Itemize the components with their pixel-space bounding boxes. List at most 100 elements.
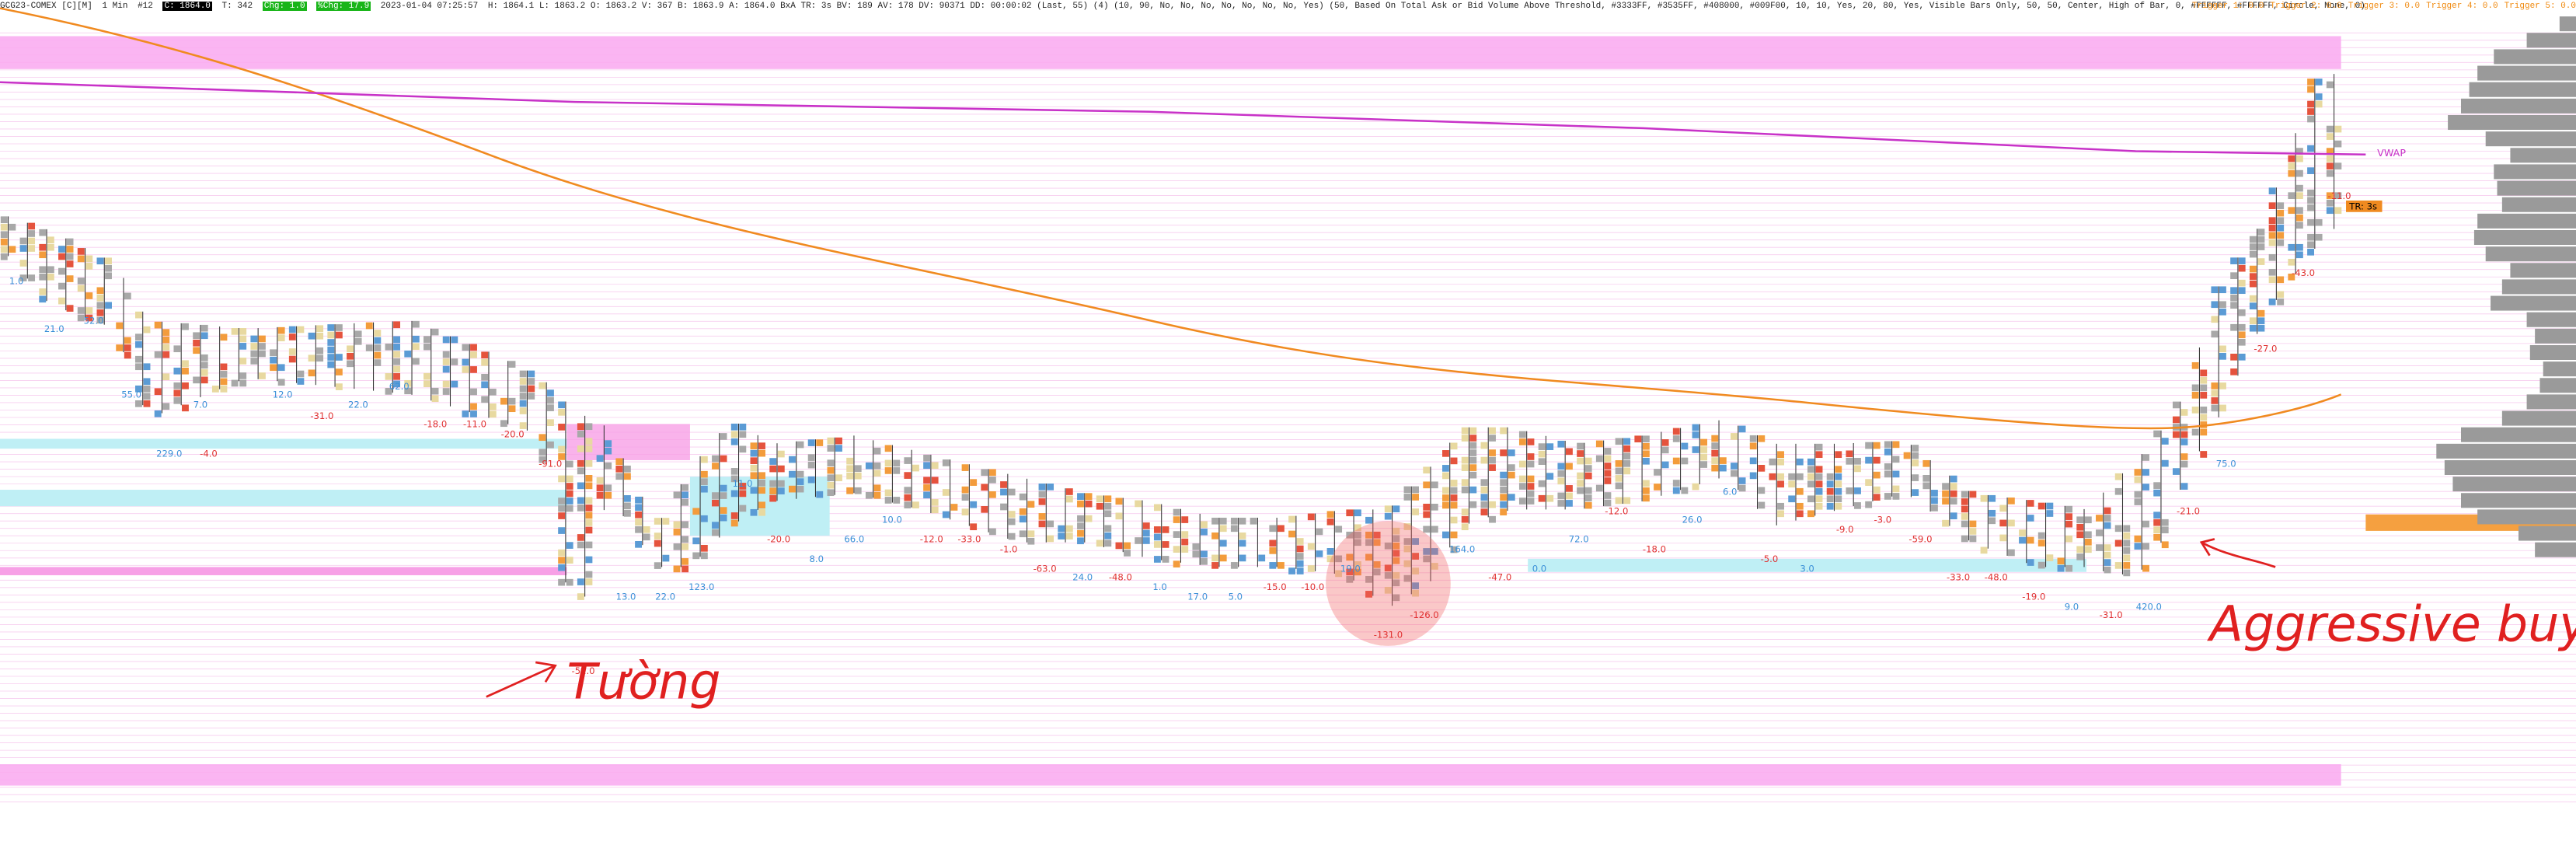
footprint-cell bbox=[393, 380, 401, 388]
footprint-cell bbox=[1142, 537, 1150, 544]
footprint-cell bbox=[1335, 570, 1343, 578]
footprint-cell bbox=[981, 484, 988, 491]
footprint-cell bbox=[1942, 498, 1950, 505]
footprint-cell bbox=[558, 564, 566, 571]
footprint-cell bbox=[1642, 487, 1650, 494]
footprint-cell bbox=[1403, 486, 1411, 494]
footprint-cell bbox=[220, 333, 228, 341]
profile-row bbox=[2477, 509, 2576, 525]
footprint-cell bbox=[1873, 486, 1881, 494]
footprint-cell bbox=[2277, 291, 2285, 299]
footprint-cell bbox=[1566, 500, 1573, 507]
footprint-cell bbox=[1153, 541, 1161, 548]
footprint-cell bbox=[1826, 495, 1834, 503]
timer-label: TR: 3s bbox=[2348, 201, 2377, 212]
delta-label: -91.0 bbox=[539, 458, 562, 469]
footprint-cell bbox=[2142, 469, 2149, 476]
footprint-cell bbox=[1595, 484, 1603, 492]
footprint-cell bbox=[1469, 471, 1477, 479]
footprint-cell bbox=[2249, 250, 2257, 258]
footprint-cell bbox=[789, 470, 796, 478]
footprint-cell bbox=[431, 395, 439, 403]
footprint-cell bbox=[1518, 438, 1526, 445]
footprint-cell bbox=[2046, 510, 2054, 517]
footprint-cell bbox=[2180, 431, 2188, 438]
footprint-cell bbox=[200, 324, 208, 332]
footprint-cell bbox=[134, 311, 142, 319]
profile-row bbox=[2494, 164, 2576, 180]
footprint-cell bbox=[470, 410, 477, 417]
footprint-cell bbox=[585, 459, 593, 467]
footprint-cell bbox=[528, 385, 535, 393]
footprint-cell bbox=[1469, 449, 1477, 456]
footprint-cell bbox=[577, 423, 584, 431]
arrow bbox=[2199, 538, 2276, 568]
footprint-cell bbox=[519, 393, 527, 400]
footprint-cell bbox=[1961, 505, 1968, 513]
footprint-cell bbox=[182, 382, 189, 389]
footprint-cell bbox=[1557, 492, 1565, 500]
footprint-cell bbox=[1258, 554, 1266, 562]
arrow bbox=[486, 661, 557, 698]
footprint-cell bbox=[1384, 564, 1392, 572]
footprint-cell bbox=[1884, 463, 1891, 470]
footprint-cell bbox=[1623, 497, 1631, 505]
footprint-cell bbox=[873, 462, 881, 470]
footprint-cell bbox=[827, 481, 835, 489]
footprint-cell bbox=[884, 497, 892, 504]
footprint-cell bbox=[1153, 504, 1161, 512]
footprint-cell bbox=[1442, 501, 1449, 509]
footprint-cell bbox=[1027, 501, 1035, 508]
footprint-cell bbox=[1892, 441, 1900, 449]
footprint-cell bbox=[1412, 494, 1419, 501]
footprint-cell bbox=[1104, 532, 1112, 539]
footprint-cell bbox=[1642, 435, 1650, 443]
footprint-cell bbox=[154, 351, 162, 358]
footprint-cell bbox=[193, 347, 200, 354]
footprint-cell bbox=[2288, 273, 2295, 281]
footprint-cell bbox=[739, 505, 747, 512]
footprint-cell bbox=[58, 282, 65, 290]
footprint-cell bbox=[500, 420, 507, 428]
footprint-cell bbox=[2307, 86, 2315, 93]
moving-average bbox=[0, 7, 2342, 430]
footprint-cell bbox=[316, 332, 324, 340]
footprint-cell bbox=[1000, 503, 1007, 511]
footprint-cell bbox=[2180, 438, 2188, 445]
footprint-cell bbox=[1711, 449, 1719, 457]
footprint-cell bbox=[431, 387, 439, 395]
footprint-cell bbox=[528, 370, 535, 378]
footprint-cell bbox=[1393, 505, 1400, 512]
footprint-cell bbox=[769, 465, 777, 473]
footprint-cell bbox=[1219, 539, 1227, 547]
footprint-cell bbox=[681, 484, 689, 491]
footprint-cell bbox=[942, 489, 950, 496]
footprint-cell bbox=[827, 466, 835, 474]
footprint-cell bbox=[585, 556, 593, 564]
footprint-cell bbox=[1538, 443, 1546, 450]
footprint-cell bbox=[835, 445, 842, 452]
profile-row bbox=[2526, 33, 2576, 48]
footprint-cell bbox=[700, 470, 708, 478]
footprint-cell bbox=[777, 465, 785, 473]
footprint-cell bbox=[558, 409, 566, 416]
profile-row bbox=[2461, 427, 2576, 442]
footprint-cell bbox=[519, 385, 527, 393]
footprint-cell bbox=[1077, 529, 1084, 537]
footprint-cell bbox=[1623, 452, 1631, 460]
footprint-cell bbox=[1961, 520, 1968, 528]
footprint-cell bbox=[1865, 501, 1873, 508]
footprint-cell bbox=[1288, 567, 1296, 574]
footprint-cell bbox=[1538, 458, 1546, 465]
profile-row bbox=[2510, 148, 2576, 163]
footprint-cell bbox=[239, 335, 247, 343]
footprint-cell bbox=[1500, 501, 1508, 508]
footprint-cell bbox=[1077, 515, 1084, 522]
footprint-cell bbox=[162, 336, 170, 344]
footprint-cell bbox=[2161, 541, 2169, 549]
footprint-cell bbox=[1758, 487, 1766, 494]
footprint-cell bbox=[1230, 525, 1238, 532]
footprint-cell bbox=[1085, 500, 1093, 508]
footprint-cell bbox=[1288, 530, 1296, 538]
footprint-cell bbox=[1846, 450, 1853, 458]
